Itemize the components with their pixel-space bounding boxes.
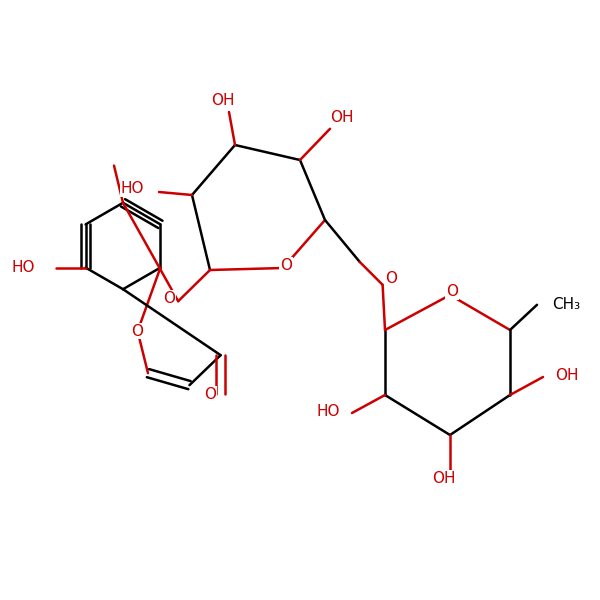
Text: OH: OH (432, 470, 456, 486)
Text: O: O (131, 324, 143, 339)
Text: O: O (204, 386, 216, 401)
Text: O: O (386, 271, 398, 286)
Text: OH: OH (330, 110, 354, 125)
Text: OH: OH (211, 92, 235, 107)
Text: OH: OH (555, 368, 578, 383)
Text: O: O (446, 284, 458, 299)
Text: CH₃: CH₃ (552, 297, 580, 312)
Text: HO: HO (317, 404, 340, 419)
Text: O: O (163, 290, 175, 305)
Text: HO: HO (11, 260, 35, 275)
Text: HO: HO (121, 181, 144, 196)
Text: O: O (280, 257, 292, 272)
